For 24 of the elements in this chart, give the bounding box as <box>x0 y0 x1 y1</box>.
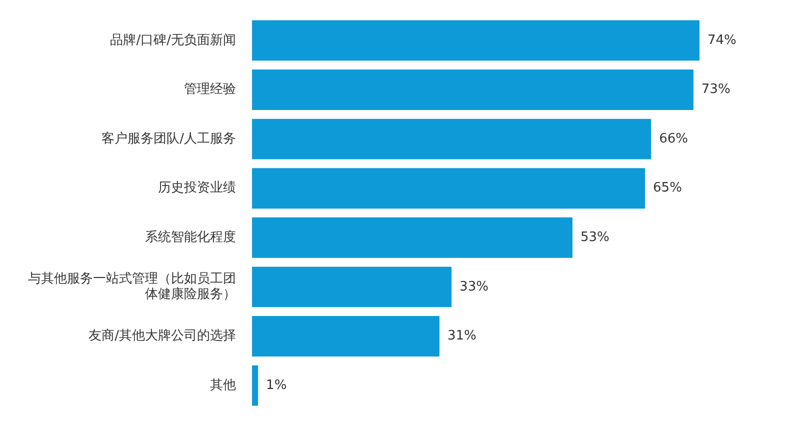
y-tick-label: 友商/其他大牌公司的选择 <box>88 328 236 344</box>
y-tick-label: 系统智能化程度 <box>145 229 236 246</box>
y-tick-label: 品牌/口碑/无负面新闻 <box>110 32 236 48</box>
data-label: 65% <box>653 180 682 196</box>
data-label: 1% <box>266 378 287 393</box>
y-tick-label: 客户服务团队/人工服务 <box>102 130 236 146</box>
y-tick-label: 其他 <box>210 378 236 393</box>
data-label: 33% <box>460 279 488 294</box>
bar <box>252 316 440 356</box>
data-label: 74% <box>707 32 736 48</box>
bar <box>252 266 452 308</box>
bar <box>252 20 700 61</box>
bar <box>252 70 694 110</box>
bar <box>252 118 652 160</box>
bar <box>252 168 646 209</box>
bar <box>252 365 258 406</box>
y-tick-label: 历史投资业绩 <box>158 180 236 196</box>
data-label: 66% <box>659 131 688 146</box>
data-label: 73% <box>701 82 730 98</box>
y-tick-label: 与其他服务一站式管理（比如员工团体健康险服务） <box>28 272 236 302</box>
y-tick-label: 管理经验 <box>184 82 236 98</box>
data-label: 53% <box>580 230 610 246</box>
bar <box>252 217 572 258</box>
data-label: 31% <box>447 328 476 344</box>
